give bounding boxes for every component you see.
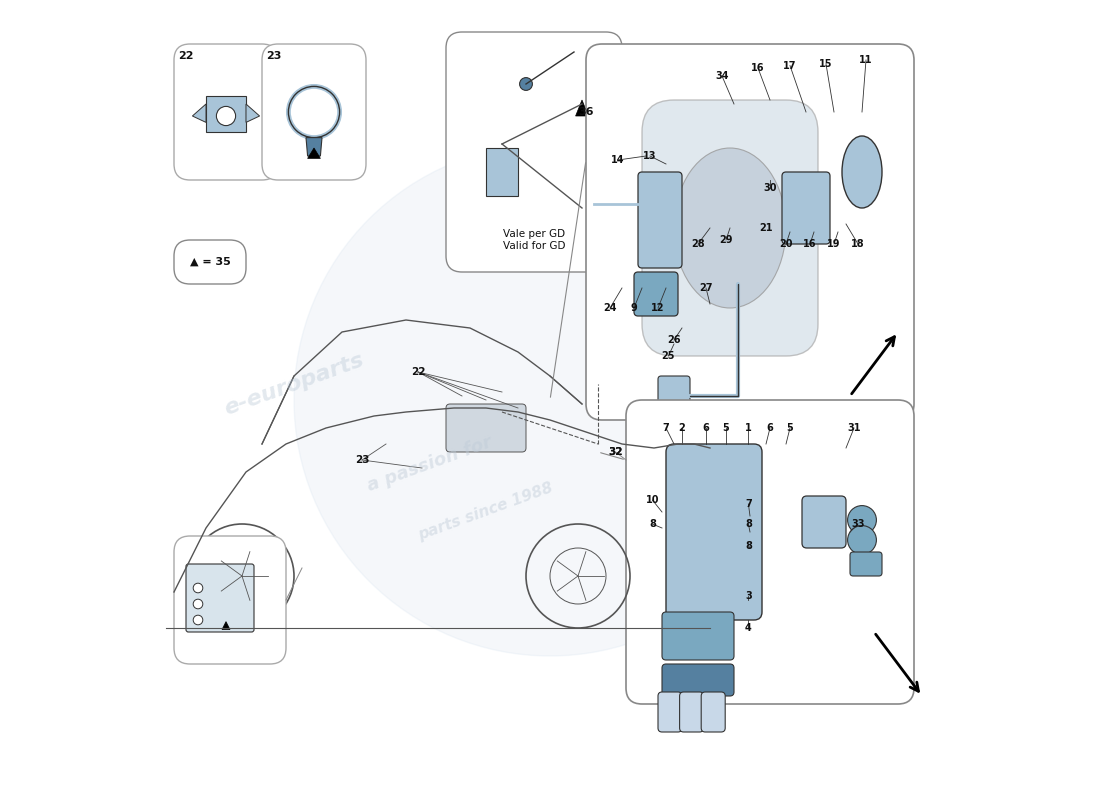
FancyBboxPatch shape	[642, 100, 818, 356]
Text: 25: 25	[661, 351, 675, 361]
FancyBboxPatch shape	[446, 32, 622, 272]
Circle shape	[848, 526, 877, 554]
Circle shape	[194, 599, 202, 609]
Text: 17: 17	[783, 61, 796, 70]
Text: 9: 9	[630, 303, 637, 313]
FancyBboxPatch shape	[701, 692, 725, 732]
FancyBboxPatch shape	[626, 400, 914, 704]
Text: 8: 8	[745, 541, 751, 550]
FancyBboxPatch shape	[174, 240, 246, 284]
FancyBboxPatch shape	[658, 376, 690, 408]
FancyBboxPatch shape	[680, 692, 704, 732]
FancyBboxPatch shape	[782, 172, 830, 244]
Polygon shape	[308, 148, 320, 158]
FancyBboxPatch shape	[186, 564, 254, 632]
Polygon shape	[206, 96, 246, 132]
Polygon shape	[222, 622, 230, 630]
FancyBboxPatch shape	[850, 552, 882, 576]
Polygon shape	[486, 148, 518, 196]
Text: 5: 5	[786, 423, 793, 433]
Polygon shape	[246, 104, 260, 122]
Text: 23: 23	[354, 455, 370, 465]
Text: e-europarts: e-europarts	[221, 350, 366, 418]
Text: 30: 30	[763, 183, 777, 193]
Polygon shape	[192, 104, 206, 122]
Text: 1: 1	[745, 423, 751, 433]
Text: 2: 2	[679, 423, 685, 433]
Text: ▲ = 35: ▲ = 35	[189, 257, 230, 267]
Ellipse shape	[674, 148, 786, 308]
Text: 34: 34	[715, 71, 728, 81]
Text: 13: 13	[644, 151, 657, 161]
Circle shape	[194, 615, 202, 625]
Text: 27: 27	[700, 283, 713, 293]
Text: 5: 5	[723, 423, 729, 433]
Text: 3: 3	[745, 591, 751, 601]
Circle shape	[194, 583, 202, 593]
Circle shape	[294, 144, 806, 656]
Text: 36: 36	[579, 107, 594, 117]
Text: 16: 16	[803, 239, 816, 249]
Text: 26: 26	[668, 335, 681, 345]
FancyBboxPatch shape	[634, 272, 678, 316]
Text: 11: 11	[859, 55, 872, 65]
Text: 22: 22	[178, 51, 194, 61]
Text: 19: 19	[827, 239, 840, 249]
Polygon shape	[575, 100, 589, 116]
Text: 7: 7	[745, 499, 751, 509]
Ellipse shape	[842, 136, 882, 208]
Text: 32: 32	[608, 447, 623, 457]
Text: 10: 10	[646, 495, 659, 505]
Text: 15: 15	[820, 59, 833, 69]
Text: Vale per GD
Valid for GD: Vale per GD Valid for GD	[503, 230, 565, 250]
Text: 32: 32	[608, 447, 623, 457]
Text: a passion for: a passion for	[365, 433, 495, 495]
Text: 6: 6	[703, 423, 710, 433]
Text: 18: 18	[851, 239, 865, 249]
FancyBboxPatch shape	[262, 44, 366, 180]
FancyBboxPatch shape	[658, 692, 682, 732]
Text: 29: 29	[719, 235, 733, 245]
Text: 6: 6	[767, 423, 773, 433]
Text: 4: 4	[745, 623, 751, 633]
Text: 22: 22	[410, 367, 426, 377]
Text: 8: 8	[649, 519, 656, 529]
FancyBboxPatch shape	[446, 404, 526, 452]
Text: 16: 16	[751, 63, 764, 73]
Text: 23: 23	[266, 51, 282, 61]
FancyBboxPatch shape	[174, 536, 286, 664]
FancyBboxPatch shape	[174, 44, 278, 180]
FancyBboxPatch shape	[638, 172, 682, 268]
Text: 12: 12	[651, 303, 664, 313]
Text: parts since 1988: parts since 1988	[417, 481, 556, 543]
Polygon shape	[306, 138, 322, 156]
FancyBboxPatch shape	[662, 664, 734, 696]
Text: 31: 31	[847, 423, 860, 433]
Text: 33: 33	[851, 519, 865, 529]
FancyBboxPatch shape	[666, 444, 762, 620]
Text: 28: 28	[691, 239, 705, 249]
FancyBboxPatch shape	[586, 44, 914, 420]
Text: 20: 20	[779, 239, 793, 249]
Circle shape	[217, 106, 235, 126]
Text: 21: 21	[759, 223, 772, 233]
Text: 14: 14	[612, 155, 625, 165]
FancyBboxPatch shape	[802, 496, 846, 548]
Text: 7: 7	[662, 423, 670, 433]
Circle shape	[848, 506, 877, 534]
FancyBboxPatch shape	[662, 612, 734, 660]
Circle shape	[519, 78, 532, 90]
Text: 24: 24	[603, 303, 617, 313]
Text: 8: 8	[745, 519, 751, 529]
